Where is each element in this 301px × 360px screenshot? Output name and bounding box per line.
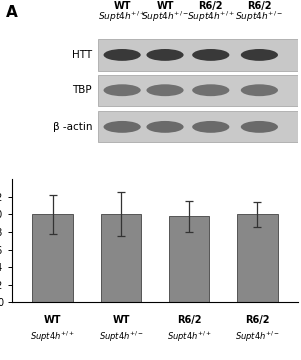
Text: WT: WT [112,315,130,325]
Text: $\it{Supt4h}^{+/-}$: $\it{Supt4h}^{+/-}$ [141,10,189,24]
Ellipse shape [241,84,278,96]
Text: WT: WT [156,1,174,11]
Ellipse shape [146,121,184,133]
Ellipse shape [241,121,278,133]
Text: R6/2: R6/2 [199,1,223,11]
Ellipse shape [192,121,229,133]
Ellipse shape [104,121,141,133]
Text: TBP: TBP [73,85,92,95]
FancyBboxPatch shape [98,111,298,143]
Ellipse shape [192,84,229,96]
Text: $\it{Supt4h}^{+/-}$: $\it{Supt4h}^{+/-}$ [235,10,284,24]
Text: $\it{Supt4h}^{+/+}$: $\it{Supt4h}^{+/+}$ [30,329,75,344]
Bar [33,214,73,302]
Bar [101,214,141,302]
Ellipse shape [192,49,229,61]
Text: R6/2: R6/2 [247,1,272,11]
Text: WT: WT [44,315,62,325]
Text: R6/2: R6/2 [177,315,201,325]
Ellipse shape [146,49,184,61]
Text: $\it{Supt4h}^{+/+}$: $\it{Supt4h}^{+/+}$ [98,10,146,24]
Bar [169,216,209,302]
FancyBboxPatch shape [98,39,298,71]
Bar [237,214,278,302]
Text: $\it{Supt4h}^{+/+}$: $\it{Supt4h}^{+/+}$ [187,10,235,24]
Text: HTT: HTT [72,50,92,60]
Text: $\it{Supt4h}^{+/-}$: $\it{Supt4h}^{+/-}$ [235,329,280,344]
Ellipse shape [146,84,184,96]
Ellipse shape [104,49,141,61]
Text: WT: WT [113,1,131,11]
Text: R6/2: R6/2 [245,315,269,325]
Ellipse shape [104,84,141,96]
Text: β -actin: β -actin [53,122,92,132]
Text: $\it{Supt4h}^{+/-}$: $\it{Supt4h}^{+/-}$ [98,329,143,344]
Text: A: A [6,5,18,21]
Ellipse shape [241,49,278,61]
FancyBboxPatch shape [98,75,298,106]
Text: $\it{Supt4h}^{+/+}$: $\it{Supt4h}^{+/+}$ [166,329,212,344]
